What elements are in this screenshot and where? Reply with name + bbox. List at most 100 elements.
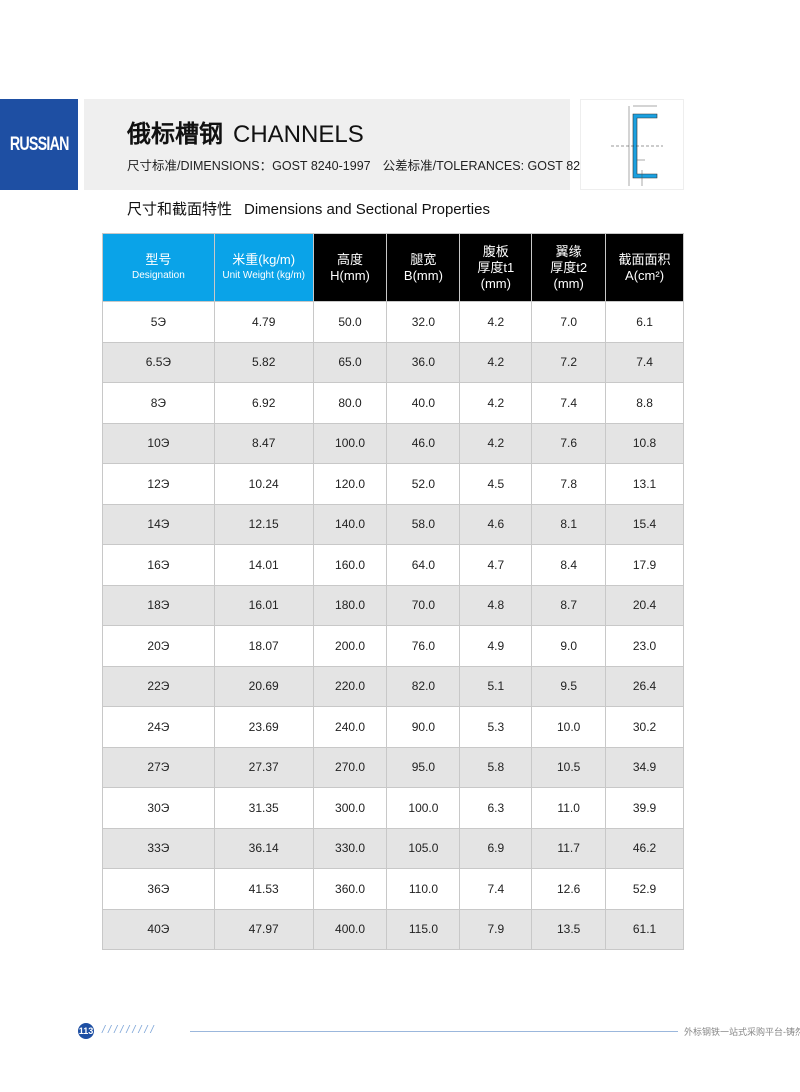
table-cell: 160.0 [312, 544, 388, 586]
table-cell: 80.0 [312, 382, 388, 424]
table-cell: 140.0 [312, 503, 388, 545]
table-cell: 33Э [102, 827, 215, 869]
table-row: 33Э 36.14 330.0 105.0 6.9 11.7 46.2 [102, 827, 684, 869]
column-header: 米重(kg/m) Unit Weight (kg/m) [213, 233, 314, 302]
table-cell: 4.2 [459, 301, 533, 343]
table-cell: 8Э [102, 382, 215, 424]
table-cell: 36.14 [213, 827, 314, 869]
table-cell: 61.1 [605, 908, 684, 950]
table-cell: 18Э [102, 584, 215, 626]
header-unit: (mm) [553, 275, 584, 291]
table-cell: 10Э [102, 422, 215, 464]
table-cell: 105.0 [386, 827, 461, 869]
table-cell: 4.2 [459, 341, 533, 383]
table-row: 10Э 8.47 100.0 46.0 4.2 7.6 10.8 [102, 422, 684, 464]
table-cell: 400.0 [312, 908, 388, 950]
table-cell: 52.0 [386, 463, 461, 505]
header-cn: 翼缘 [555, 243, 582, 259]
table-cell: 23.69 [213, 706, 314, 748]
table-cell: 14.01 [213, 544, 314, 586]
column-header: 截面面积 A(cm²) [605, 233, 684, 302]
table-cell: 27.37 [213, 746, 314, 788]
table-cell: 32.0 [386, 301, 461, 343]
table-cell: 20.4 [605, 584, 684, 626]
table-row: 22Э 20.69 220.0 82.0 5.1 9.5 26.4 [102, 665, 684, 707]
table-cell: 330.0 [312, 827, 388, 869]
table-cell: 12.15 [213, 503, 314, 545]
table-row: 30Э 31.35 300.0 100.0 6.3 11.0 39.9 [102, 787, 684, 829]
table-cell: 46.0 [386, 422, 461, 464]
header-en: Designation [131, 269, 185, 281]
table-cell: 52.9 [605, 868, 684, 910]
table-cell: 8.8 [605, 382, 684, 424]
table-cell: 22Э [102, 665, 215, 707]
footer-text: 外标钢铁一站式采购平台-铸然集团 [684, 1027, 800, 1037]
header-en: Unit Weight (kg/m) [222, 269, 305, 281]
table-cell: 20.69 [213, 665, 314, 707]
table-cell: 5.8 [459, 746, 533, 788]
table-cell: 6.92 [213, 382, 314, 424]
table-cell: 16Э [102, 544, 215, 586]
table-cell: 13.1 [605, 463, 684, 505]
column-header: 高度 H(mm) [312, 233, 388, 302]
channel-properties-table: 型号 Designation 米重(kg/m) Unit Weight (kg/m) 高… [102, 233, 684, 950]
table-row: 14Э 12.15 140.0 58.0 4.6 8.1 15.4 [102, 503, 684, 545]
table-cell: 47.97 [213, 908, 314, 950]
table-cell: 13.5 [531, 908, 607, 950]
table-cell: 4.7 [459, 544, 533, 586]
table-cell: 40.0 [386, 382, 461, 424]
table-cell: 5.1 [459, 665, 533, 707]
table-row: 24Э 23.69 240.0 90.0 5.3 10.0 30.2 [102, 706, 684, 748]
table-cell: 270.0 [312, 746, 388, 788]
table-row: 12Э 10.24 120.0 52.0 4.5 7.8 13.1 [102, 463, 684, 505]
table-cell: 200.0 [312, 625, 388, 667]
table-cell: 4.8 [459, 584, 533, 626]
channel-section-diagram [580, 99, 684, 190]
table-cell: 4.5 [459, 463, 533, 505]
table-cell: 240.0 [312, 706, 388, 748]
channel-profile-icon [611, 105, 663, 186]
table-cell: 4.9 [459, 625, 533, 667]
table-cell: 10.5 [531, 746, 607, 788]
table-cell: 11.0 [531, 787, 607, 829]
table-cell: 10.8 [605, 422, 684, 464]
table-cell: 100.0 [386, 787, 461, 829]
table-cell: 65.0 [312, 341, 388, 383]
table-cell: 40Э [102, 908, 215, 950]
table-row: 5Э 4.79 50.0 32.0 4.2 7.0 6.1 [102, 301, 684, 343]
header-cn: 腿宽 [410, 251, 437, 267]
table-cell: 5.3 [459, 706, 533, 748]
table-cell: 41.53 [213, 868, 314, 910]
table-cell: 15.4 [605, 503, 684, 545]
table-row: 20Э 18.07 200.0 76.0 4.9 9.0 23.0 [102, 625, 684, 667]
region-tab-russian: RUSSIAN [0, 99, 78, 190]
table-cell: 360.0 [312, 868, 388, 910]
table-cell: 39.9 [605, 787, 684, 829]
table-cell: 110.0 [386, 868, 461, 910]
header-en: B(mm) [403, 267, 443, 283]
header-band [84, 99, 570, 190]
table-cell: 12.6 [531, 868, 607, 910]
table-cell: 7.8 [531, 463, 607, 505]
table-cell: 46.2 [605, 827, 684, 869]
column-header: 腹板 厚度t1 (mm) [459, 233, 533, 302]
table-cell: 9.0 [531, 625, 607, 667]
table-row: 18Э 16.01 180.0 70.0 4.8 8.7 20.4 [102, 584, 684, 626]
table-cell: 6.5Э [102, 341, 215, 383]
table-cell: 7.9 [459, 908, 533, 950]
table-cell: 9.5 [531, 665, 607, 707]
header-cn: 截面面积 [618, 251, 671, 267]
table-cell: 4.6 [459, 503, 533, 545]
table-row: 6.5Э 5.82 65.0 36.0 4.2 7.2 7.4 [102, 341, 684, 383]
table-cell: 4.79 [213, 301, 314, 343]
table-cell: 7.2 [531, 341, 607, 383]
header-cn: 米重(kg/m) [232, 251, 296, 267]
table-cell: 23.0 [605, 625, 684, 667]
table-cell: 36.0 [386, 341, 461, 383]
table-cell: 7.0 [531, 301, 607, 343]
table-cell: 6.9 [459, 827, 533, 869]
column-header: 翼缘 厚度t2 (mm) [531, 233, 607, 302]
header-cn: 高度 [337, 251, 364, 267]
page-footer: 113 ///////// 外标钢铁一站式采购平台-铸然集团 [78, 1023, 800, 1039]
table-cell: 115.0 [386, 908, 461, 950]
